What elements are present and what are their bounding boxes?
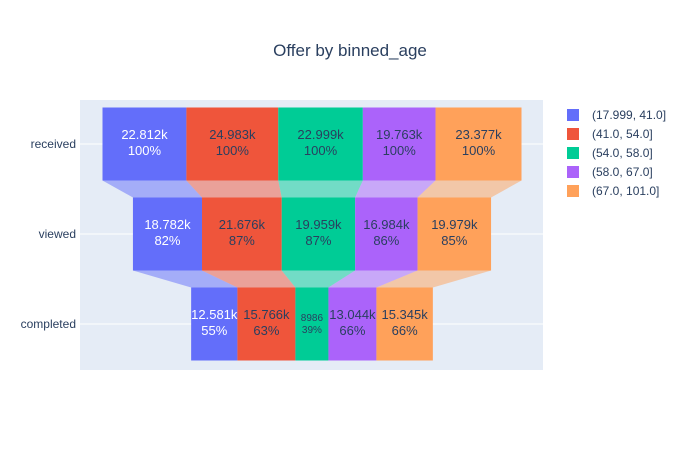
y-tick-completed: completed [21,317,76,331]
funnel-bar-received-3 [362,107,436,181]
connector-3-1 [328,270,418,288]
legend-label: (54.0, 58.0] [592,146,653,160]
data-label-value: 15.345k [381,307,428,322]
funnel-bar-viewed-2 [281,197,356,271]
data-label-value: 22.999k [297,127,344,142]
data-label-percent: 86% [373,233,399,248]
funnel-bar-completed-4 [376,287,433,361]
legend-swatch [567,109,579,121]
connector-2-1 [281,270,356,288]
data-label-value: 15.766k [243,307,290,322]
connector-4-0 [417,180,522,198]
data-label-percent: 87% [305,233,331,248]
data-label-percent: 55% [201,323,227,338]
connector-layer [102,180,522,288]
data-label-percent: 39% [302,325,322,336]
data-label-value: 22.812k [121,127,168,142]
data-label-percent: 100% [462,143,496,158]
data-label-percent: 85% [441,233,467,248]
data-label-value: 19.979k [431,217,478,232]
funnel-bar-received-0 [102,107,187,181]
connector-0-1 [132,270,238,288]
data-label-value: 16.984k [363,217,410,232]
legend[interactable]: (17.999, 41.0] (41.0, 54.0] (54.0, 58.0] (5… [567,108,666,198]
data-label-percent: 63% [253,323,279,338]
data-label-value: 24.983k [209,127,256,142]
funnel-bar-received-4 [435,107,522,181]
legend-item-3[interactable]: (58.0, 67.0] [567,165,653,179]
legend-swatch [567,166,579,178]
data-label-percent: 66% [392,323,418,338]
data-label-value: 19.959k [295,217,342,232]
data-label-layer: 22.812k100%24.983k100%22.999k100%19.763k… [121,127,502,338]
legend-label: (58.0, 67.0] [592,165,653,179]
data-label-percent: 100% [216,143,250,158]
funnel-bar-received-2 [278,107,363,181]
funnel-bar-completed-2 [295,287,329,361]
legend-label: (41.0, 54.0] [592,127,653,141]
connector-1-1 [202,270,296,288]
legend-item-2[interactable]: (54.0, 58.0] [567,146,653,160]
data-label-percent: 100% [128,143,162,158]
legend-label: (17.999, 41.0] [592,108,666,122]
data-label-value: 19.763k [376,127,423,142]
chart-title: Offer by binned_age [273,41,427,60]
y-axis-ticks: received viewed completed [21,137,76,331]
data-label-value: 23.377k [455,127,502,142]
data-label-value: 21.676k [219,217,266,232]
connector-1-0 [186,180,282,198]
connector-3-0 [355,180,436,198]
legend-swatch [567,147,579,159]
data-label-percent: 66% [339,323,365,338]
funnel-bar-completed-1 [237,287,296,361]
data-label-value: 13.044k [329,307,376,322]
funnel-bar-viewed-1 [202,197,282,271]
legend-swatch [567,185,579,197]
legend-item-0[interactable]: (17.999, 41.0] [567,108,666,122]
funnel-bar-completed-3 [328,287,377,361]
funnel-bar-viewed-0 [132,197,203,271]
data-label-value: 12.581k [191,307,238,322]
legend-item-1[interactable]: (41.0, 54.0] [567,127,653,141]
data-label-value: 8986 [301,313,324,324]
legend-item-4[interactable]: (67.0, 101.0] [567,184,659,198]
y-tick-received: received [31,137,76,151]
funnel-bar-viewed-3 [355,197,418,271]
connector-2-0 [278,180,363,198]
data-label-percent: 100% [383,143,417,158]
funnel-bar-completed-0 [191,287,238,361]
data-label-percent: 87% [229,233,255,248]
data-label-percent: 82% [154,233,180,248]
connector-4-1 [376,270,492,288]
legend-label: (67.0, 101.0] [592,184,659,198]
legend-swatch [567,128,579,140]
bar-layer [102,107,522,361]
connector-0-0 [102,180,203,198]
funnel-bar-viewed-4 [417,197,492,271]
data-label-percent: 100% [304,143,338,158]
y-tick-viewed: viewed [39,227,76,241]
data-label-value: 18.782k [144,217,191,232]
funnel-bar-received-1 [186,107,279,181]
